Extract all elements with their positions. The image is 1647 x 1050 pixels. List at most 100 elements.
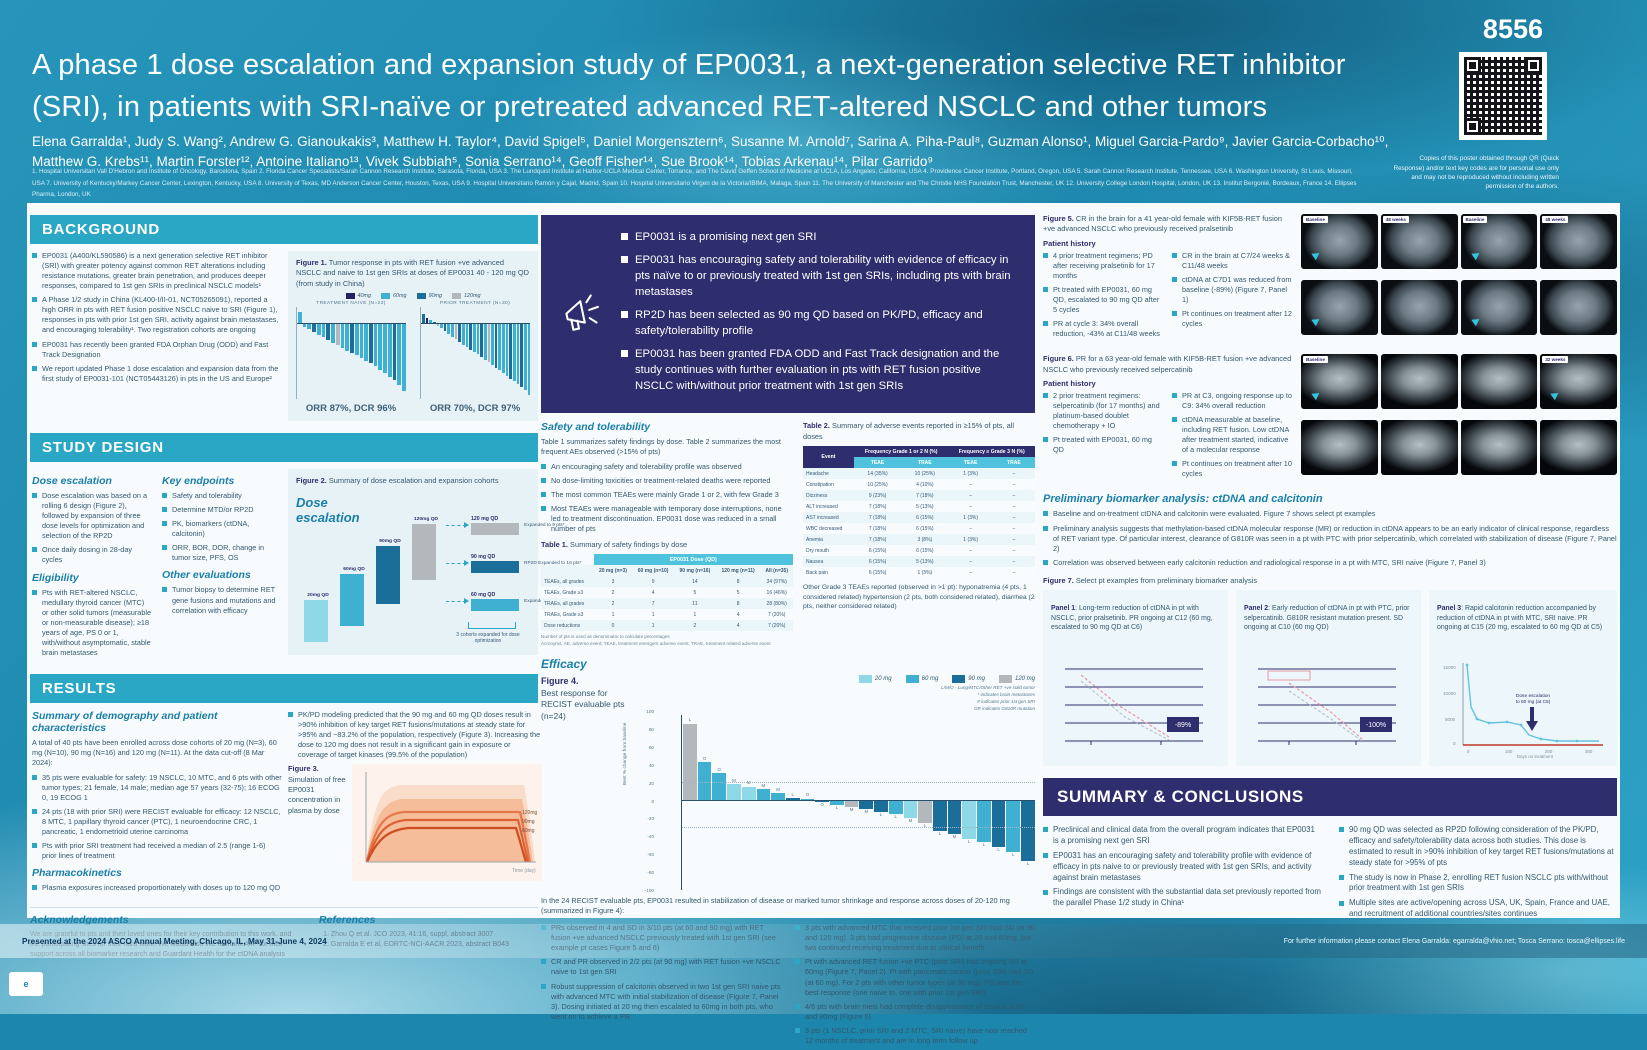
waterfall-bar-slot [429, 307, 432, 399]
waterfall-bar [527, 323, 531, 395]
bullet-square-icon [1043, 511, 1048, 517]
bullet-square-icon [32, 774, 37, 780]
table-cell: – [1012, 547, 1016, 554]
bullet-square-icon [1043, 889, 1048, 895]
bullet-text: Pts with prior SRI treatment had receive… [42, 840, 266, 860]
table-row: Constipation 10 (25%) 4 (10%) – – [803, 479, 1035, 490]
subsection-title: Other evaluations [162, 569, 251, 582]
bar-tumor-label: M [732, 777, 736, 783]
bar-tumor-label: L [894, 814, 897, 820]
bullet-text: Pt with advanced RET fusion +ve PTC (pri… [805, 957, 1034, 997]
table-cell: TEAEs, all grades [544, 578, 585, 585]
pk-bullets: Plasma exposures increased proportionate… [32, 883, 282, 893]
legend-label: 90mg [428, 293, 443, 300]
bar-tumor-label: M [776, 786, 780, 792]
bar-tumor-label: L [835, 804, 839, 810]
figure5-text: Figure 5. CR in the brain for a 41 year-… [1043, 214, 1293, 343]
waterfall-bar [962, 800, 977, 839]
lesion-arrow-icon [1311, 249, 1322, 261]
table-row: AST increased 7 (18%) 6 (15%) 1 (3%) – [803, 512, 1035, 523]
step-label: 60mg QD [343, 567, 365, 573]
table-cell: 1 (3%) [963, 536, 979, 543]
bullet-item: Correlation was observed between early c… [1043, 558, 1617, 568]
waterfall-bar-slot [436, 307, 440, 399]
bullet-text: Plasma exposures increased proportionate… [42, 883, 281, 893]
bullet-item: EP0031 has recently been granted FDA Orp… [32, 340, 282, 360]
waterfall-bar [392, 323, 397, 381]
table-row: Dry mouth 6 (15%) 6 (15%) – – [803, 545, 1035, 556]
table-column-header: 90 mg (n=16) [674, 565, 716, 577]
bullet-square-icon [1172, 461, 1177, 467]
table-cell: 2 [611, 589, 615, 596]
bullet-text: 2 prior treatment regimens: selpercatini… [1053, 390, 1160, 431]
waterfall-bar-slot [458, 307, 462, 399]
figure7-block: Figure 7. Select pt examples from prelim… [1043, 576, 1617, 766]
orr-stat: ORR 87%, DCR 96% [305, 403, 397, 415]
bullet-item: RP2D has been selected as 90 mg QD based… [621, 307, 1021, 339]
table-cell: 1 [651, 622, 655, 629]
waterfall-bar [465, 323, 469, 348]
qr-finder-icon [1464, 118, 1481, 135]
note: L/M/O - Lung/MTC/Other RET +ve solid tum… [941, 685, 1035, 691]
waterfall-chart [420, 307, 531, 400]
table-cell: – [1012, 492, 1016, 499]
table-cell: – [969, 558, 973, 565]
qr-pattern-icon [1464, 57, 1542, 135]
bullet-item: Preliminary analysis suggests that methy… [1043, 524, 1617, 554]
waterfall-bar-slot [516, 307, 520, 399]
bullet-square-icon [1043, 559, 1048, 565]
bar-tumor-label: M [864, 809, 869, 815]
key-endpoints-bullets: Safety and tolerability Determine MTD/or … [162, 491, 282, 563]
panel1-text: Panel 1: Long-term reduction of ctDNA in… [1051, 604, 1220, 648]
table-cell: 1 (3%) [917, 569, 933, 576]
waterfall-bar-slot [359, 307, 364, 399]
figure5-bullets-left: 4 prior treatment regimens; PD after rec… [1043, 251, 1164, 344]
table-cell: – [969, 569, 973, 576]
lesion-arrow-icon [1550, 389, 1561, 401]
table-cell: – [1012, 503, 1016, 510]
y-tick-label: 80 [648, 726, 654, 732]
waterfall-bar-slot [443, 307, 447, 399]
waterfall-bar-slot: M [771, 715, 785, 890]
figure-caption-text: Tumor response in pts with RET fusion +v… [296, 258, 529, 288]
table-cell: 4 [736, 622, 740, 629]
x-tick: 300 [1585, 749, 1593, 754]
bullet-item: Plasma exposures increased proportionate… [32, 883, 282, 893]
bullet-item: CR and PR observed in 2/2 pts (at 90 mg)… [541, 957, 781, 977]
dose-step-90mg: 90mg QD [376, 539, 401, 605]
table-column-header: TRAE [992, 457, 1035, 468]
expansion-dose: 60 mg QD [471, 592, 496, 599]
step-label: 90mg QD [379, 539, 401, 545]
waterfall-bar-slot [494, 307, 498, 399]
waterfall-bar-slot: M [947, 715, 962, 890]
waterfall-bar-slot [302, 307, 307, 399]
table-cell: 7 (18%) [868, 525, 887, 532]
figure5-block: Figure 5. CR in the brain for a 41 year-… [1043, 214, 1617, 343]
waterfall-bar-slot: L [830, 715, 844, 890]
bullet-square-icon [621, 256, 628, 264]
bar-tumor-label: M [908, 818, 913, 824]
figure7-caption: Figure 7. Select pt examples from prelim… [1043, 576, 1617, 586]
table-cell: 6 (15%) [868, 569, 887, 576]
bar-tumor-label: O [805, 792, 810, 798]
bullet-item: Pts with RET-altered NSCLC, medullary th… [32, 588, 152, 658]
waterfall-bar [378, 323, 383, 370]
panel-label: Panel 3 [1437, 605, 1462, 612]
legend-item: 60mg [381, 293, 407, 300]
table-column-header: All (n=35) [760, 565, 793, 577]
waterfall-bar [312, 323, 316, 333]
figure1-panel: Figure 1. Tumor response in pts with RET… [288, 251, 538, 422]
waterfall-bars [421, 307, 531, 399]
waterfall-bar-slot [350, 307, 354, 399]
table-cell: 4 [651, 589, 655, 596]
bar-tumor-label: O [717, 766, 721, 772]
figure-label: Figure 4. [541, 676, 579, 687]
waterfall-bar [505, 323, 509, 376]
mri-image [1301, 280, 1378, 336]
table-row: Back pain 6 (15%) 1 (3%) – – [803, 567, 1035, 578]
legend-item: 90mg [416, 293, 443, 300]
legend-item: 90 mg [952, 675, 985, 684]
zero-baseline [421, 323, 530, 325]
waterfall-bar [859, 800, 874, 810]
bullet-square-icon [795, 1027, 800, 1033]
